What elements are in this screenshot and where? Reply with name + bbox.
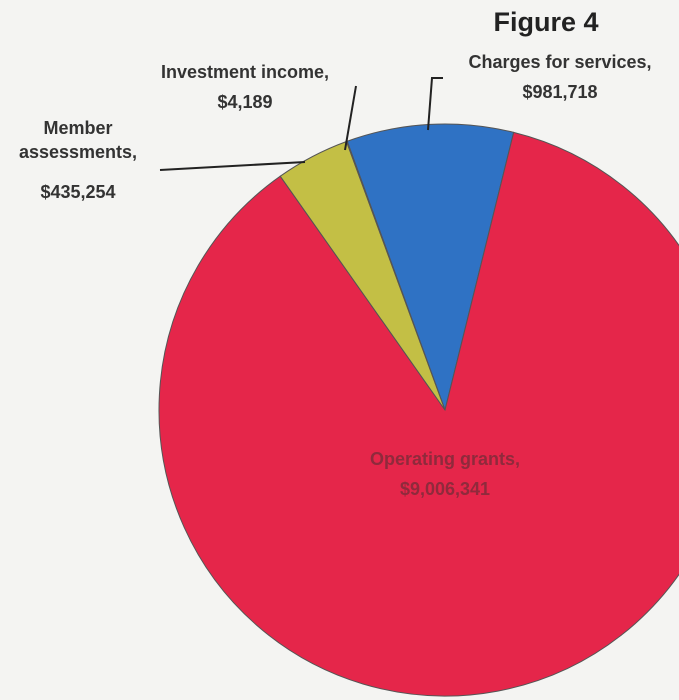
value-label: $435,254 <box>40 182 115 202</box>
category-label: Charges for services, <box>468 52 651 72</box>
leader-line <box>159 161 306 171</box>
category-label: Member assessments, <box>19 118 137 162</box>
pie-slice <box>158 131 679 697</box>
category-label-line: Member <box>43 118 112 138</box>
pie-slice <box>346 123 515 412</box>
chart-title: Figure 4 <box>493 7 598 37</box>
value-label: $9,006,341 <box>400 479 490 499</box>
leader-line <box>344 85 357 151</box>
value-label: $4,189 <box>217 92 272 112</box>
category-label: Investment income, <box>161 62 329 82</box>
leader-line <box>427 77 443 131</box>
labels: Charges for services, $981,718 Operating g… <box>19 52 652 499</box>
category-label: Operating grants, <box>370 449 520 469</box>
value-label: $981,718 <box>522 82 597 102</box>
pie <box>158 123 679 697</box>
category-label-line: assessments, <box>19 142 137 162</box>
